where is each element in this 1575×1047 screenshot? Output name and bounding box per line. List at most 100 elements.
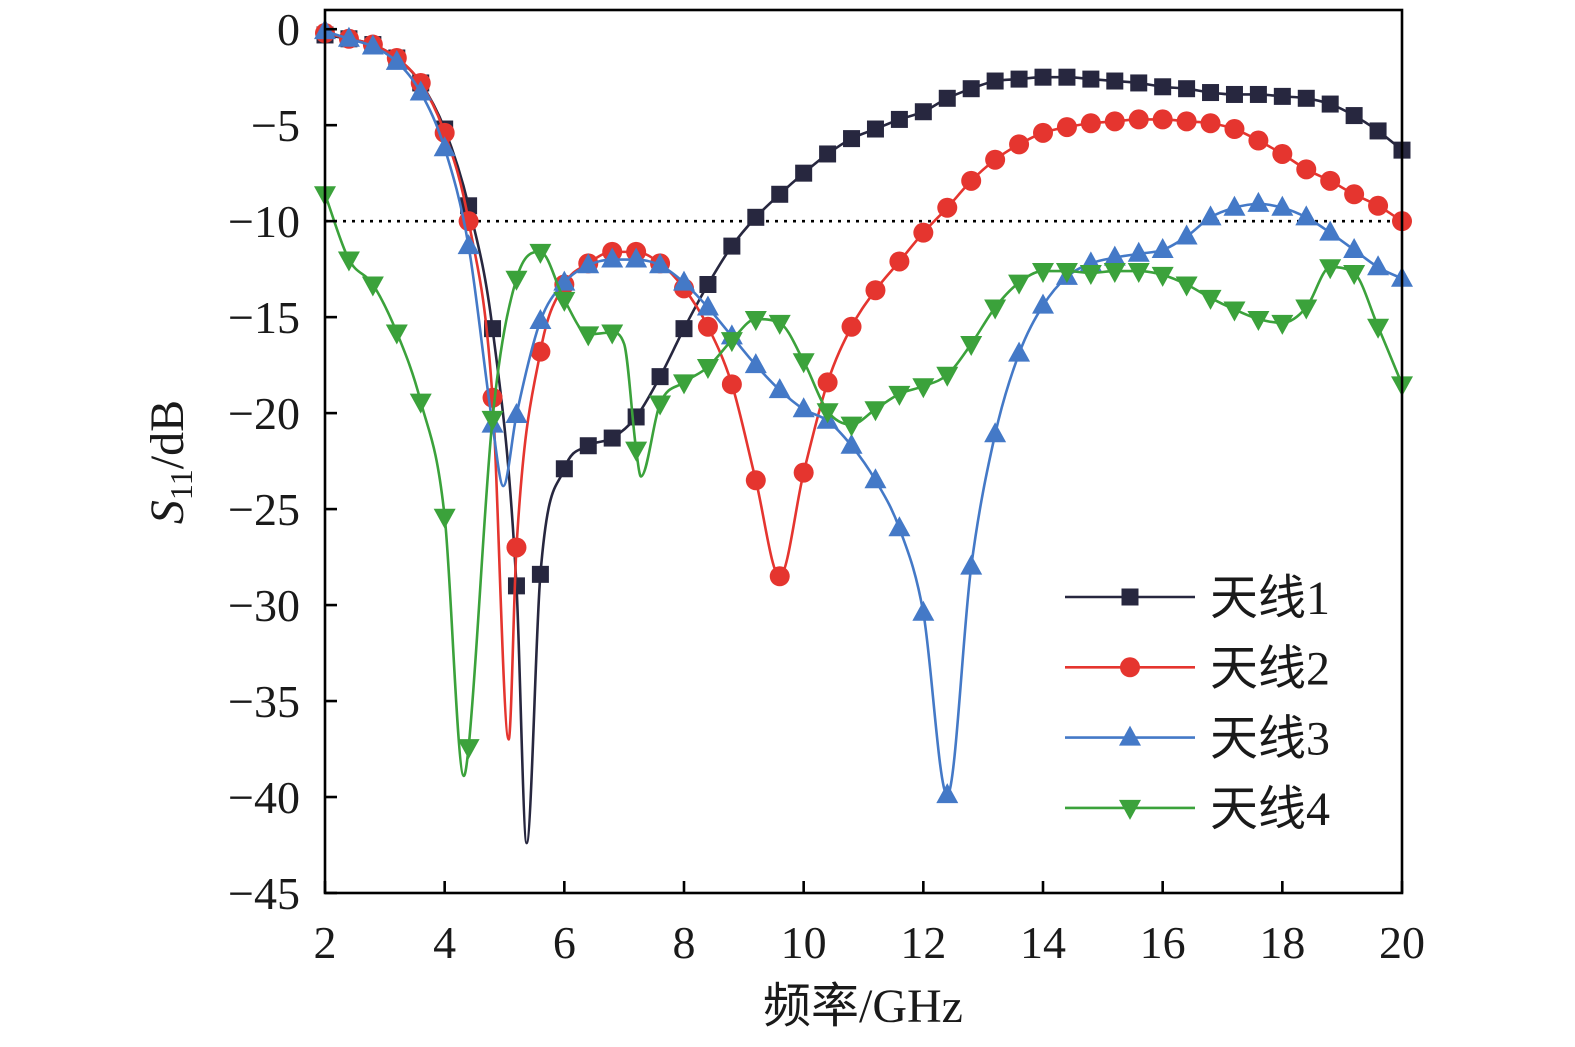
series-3-point (385, 49, 408, 70)
series-4-point (1151, 266, 1174, 287)
series-2-point (434, 122, 455, 143)
series-3-point (649, 253, 672, 274)
series-1-point (1249, 85, 1267, 103)
series-3-point (1367, 255, 1390, 276)
series-3-point (625, 247, 648, 268)
series-2-point (1176, 111, 1197, 132)
series-1-point (1106, 72, 1124, 90)
series-4-point (888, 385, 911, 406)
series-4-point (936, 366, 959, 387)
series-4-point (1103, 263, 1126, 284)
series-4-point (840, 416, 863, 437)
series-3-point (433, 136, 456, 157)
series-2-point (793, 462, 814, 483)
series-4-point (984, 299, 1007, 320)
series-4-point (385, 324, 408, 345)
series-1-point (890, 110, 908, 128)
y-tick-label: −35 (228, 676, 300, 727)
series-3-point (1103, 245, 1126, 266)
series-3-point (673, 270, 695, 291)
y-tick-label: −45 (228, 868, 300, 919)
series-3-point (1223, 195, 1246, 216)
series-3-point (1175, 224, 1198, 245)
series-2-point (1368, 195, 1389, 216)
series-3-point (1151, 237, 1174, 258)
series-1-point (1225, 85, 1243, 103)
series-1-point (747, 208, 765, 226)
y-tick-label: −25 (228, 484, 300, 535)
series-4-point (361, 276, 384, 297)
series-4-point (337, 251, 360, 272)
series-4-point (673, 374, 695, 395)
series-1-point (555, 460, 573, 478)
series-2-point (841, 316, 862, 337)
x-tick-label: 14 (1020, 917, 1066, 968)
series-1-point (914, 103, 932, 121)
series-2-point (1033, 122, 1053, 143)
series-1-point (795, 164, 813, 182)
series-3-point (1343, 237, 1366, 258)
series-2-point (889, 251, 910, 272)
series-1-point (603, 429, 621, 447)
series-2-point (1128, 109, 1149, 130)
series-1-point (507, 577, 525, 595)
legend-marker (1120, 657, 1140, 678)
series-4-point (1032, 263, 1054, 284)
series-3-point (337, 26, 360, 47)
series-4-point (433, 508, 456, 529)
series-1-point (866, 120, 884, 138)
series-2-point (913, 222, 934, 243)
legend: 天线1 天线2 天线3 天线4 (1065, 572, 1330, 836)
series-3-point (1271, 195, 1294, 216)
series-1-point (1321, 95, 1339, 113)
series-4-point (1271, 314, 1294, 335)
plot-frame (323, 8, 1404, 895)
series-3-point (912, 600, 935, 621)
x-tick-label: 2 (314, 917, 337, 968)
series-1-point (651, 368, 669, 386)
series-1-point (986, 72, 1004, 90)
legend-marker (1121, 588, 1139, 606)
series-2-point (961, 170, 982, 191)
series-1-point (1345, 107, 1363, 125)
series-4-point (1055, 263, 1078, 284)
y-tick-label: −30 (228, 580, 300, 631)
series-2 (315, 23, 1412, 741)
legend-label: 天线4 (1210, 783, 1330, 836)
series-2-point (1344, 184, 1365, 205)
series-1-point (843, 130, 861, 148)
legend-marker (1119, 799, 1141, 820)
x-tick-label: 12 (900, 917, 946, 968)
series-3-point (936, 783, 959, 804)
series-1-point (723, 237, 741, 255)
legend-entry: 天线2 (1065, 642, 1330, 695)
legend-label: 天线1 (1210, 572, 1330, 625)
series-4-point (1319, 259, 1342, 280)
series-1-point (675, 320, 693, 338)
series-4-point (481, 410, 504, 431)
series-3-point (1008, 341, 1031, 362)
series-3-point (529, 308, 552, 329)
y-axis-label-unit: /dB (141, 400, 194, 469)
y-tick-label: −20 (228, 388, 300, 439)
series-1-point (1297, 89, 1315, 107)
series-4-point (1008, 274, 1031, 295)
series-3-point (1199, 205, 1222, 226)
series-4-point (768, 314, 791, 335)
series-2-point (1152, 109, 1173, 130)
series-2-point (1320, 170, 1341, 191)
legend-marker (1119, 725, 1141, 746)
series-group (314, 19, 1413, 845)
series-2-point (937, 197, 958, 218)
x-tick-label: 4 (433, 917, 456, 968)
series-3-point (1032, 293, 1054, 314)
series-3-point (696, 295, 719, 316)
series-2-point (1224, 119, 1245, 140)
x-tick-label: 20 (1379, 917, 1425, 968)
series-3-point (577, 253, 600, 274)
series-4-point (744, 311, 767, 332)
series-4 (314, 186, 1413, 778)
series-1-point (699, 275, 717, 293)
series-2-point (1296, 159, 1317, 180)
series-3-point (1247, 191, 1270, 212)
